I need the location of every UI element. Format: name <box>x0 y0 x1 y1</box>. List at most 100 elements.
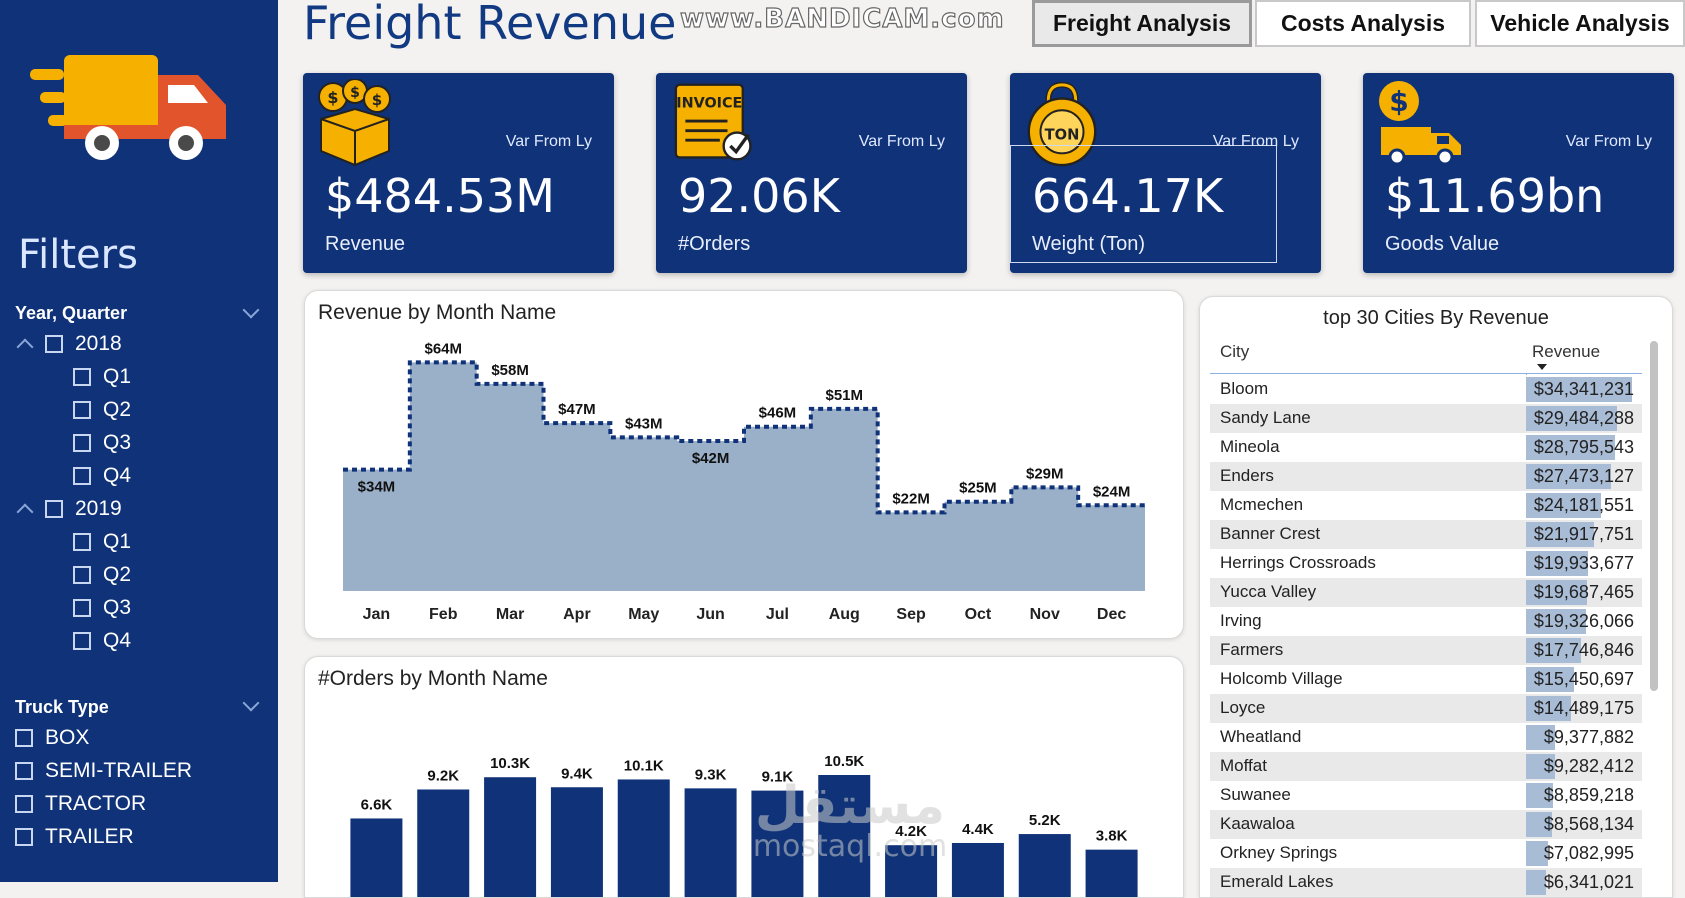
kpi-var-label: Var From Ly <box>505 133 592 150</box>
quarter-label: Q1 <box>103 530 132 553</box>
revenue-area-chart[interactable]: $34M Jan $64M Feb $58M Mar $47M Apr $43M May $42M J… <box>305 291 1183 638</box>
revenue-data-label: $47M <box>558 401 596 418</box>
revenue-by-month-card[interactable]: Revenue by Month Name $34M Jan $64M Feb $58M… <box>304 290 1184 639</box>
year-quarter-dropdown-icon[interactable] <box>242 301 260 319</box>
year-row-2019[interactable]: 2019 <box>15 497 122 521</box>
checkbox[interactable] <box>73 368 91 386</box>
table-row[interactable]: Kaawaloa $8,568,134 <box>1210 810 1642 839</box>
x-tick-label: Jul <box>766 606 789 623</box>
revenue-area <box>343 362 1145 591</box>
truck-type-option[interactable]: TRACTOR <box>15 792 146 816</box>
invoice-icon: INVOICE <box>674 83 752 161</box>
table-row[interactable]: Sandy Lane $29,484,288 <box>1210 404 1642 433</box>
truck-type-option[interactable]: BOX <box>15 726 89 750</box>
checkbox[interactable] <box>73 467 91 485</box>
tab-freight-analysis[interactable]: Freight Analysis <box>1032 0 1252 47</box>
checkbox[interactable] <box>73 566 91 584</box>
quarter-row-2019-Q4[interactable]: Q4 <box>73 629 131 653</box>
truck-type-option[interactable]: SEMI-TRAILER <box>15 759 192 783</box>
kpi-var-label: Var From Ly <box>1565 133 1652 150</box>
checkbox[interactable] <box>15 795 33 813</box>
mostaql-watermark: مستقل mostaql.com <box>740 780 960 862</box>
checkbox[interactable] <box>73 632 91 650</box>
checkbox[interactable] <box>45 335 63 353</box>
revenue-data-label: $42M <box>692 450 730 467</box>
tab-vehicle-analysis[interactable]: Vehicle Analysis <box>1475 0 1685 47</box>
column-header-city[interactable]: City <box>1220 342 1250 361</box>
table-scrollbar[interactable] <box>1650 341 1658 691</box>
truck-type-option[interactable]: TRAILER <box>15 825 134 849</box>
quarter-row-2018-Q3[interactable]: Q3 <box>73 431 131 455</box>
table-row[interactable]: Holcomb Village $15,450,697 <box>1210 665 1642 694</box>
table-row[interactable]: Mcmechen $24,181,551 <box>1210 491 1642 520</box>
table-row[interactable]: Emerald Lakes $6,341,021 <box>1210 868 1642 897</box>
checkbox[interactable] <box>15 828 33 846</box>
checkbox[interactable] <box>15 762 33 780</box>
page-title: Freight Revenue <box>303 0 677 50</box>
table-row[interactable]: Banner Crest $21,917,751 <box>1210 520 1642 549</box>
dollar-truck-icon: $ <box>1379 81 1461 166</box>
table-row[interactable]: Farmers $17,746,846 <box>1210 636 1642 665</box>
table-row[interactable]: Enders $27,473,127 <box>1210 462 1642 491</box>
table-row[interactable]: Bloom $34,341,231 <box>1210 375 1642 404</box>
quarter-row-2019-Q3[interactable]: Q3 <box>73 596 131 620</box>
orders-by-month-card[interactable]: #Orders by Month Name 6.6K 9.2K 10.3K 9.4K 1… <box>304 656 1184 898</box>
tab-costs-analysis[interactable]: Costs Analysis <box>1255 0 1471 47</box>
quarter-row-2018-Q2[interactable]: Q2 <box>73 398 131 422</box>
table-row[interactable]: Wheatland $9,377,882 <box>1210 723 1642 752</box>
orders-data-label: 3.8K <box>1096 828 1128 845</box>
kpi-card-goods-value[interactable]: $ Var From Ly $11.69bn Goods Value <box>1363 73 1674 273</box>
kpi-card-weight[interactable]: TON Var From Ly 664.17K Weight (Ton) <box>1010 73 1321 273</box>
sort-desc-icon[interactable] <box>1537 364 1547 370</box>
x-tick-label: Dec <box>1097 606 1126 623</box>
revenue-data-label: $22M <box>892 490 930 507</box>
quarter-row-2018-Q4[interactable]: Q4 <box>73 464 131 488</box>
column-header-revenue[interactable]: Revenue <box>1532 342 1601 361</box>
table-row[interactable]: Irving $19,326,066 <box>1210 607 1642 636</box>
checkbox[interactable] <box>15 729 33 747</box>
city-cell: Farmers <box>1220 640 1284 659</box>
revenue-data-bar <box>1526 406 1617 431</box>
table-row[interactable]: Yucca Valley $19,687,465 <box>1210 578 1642 607</box>
revenue-cell: $29,484,288 <box>1533 408 1634 428</box>
kpi-card-orders[interactable]: INVOICE Var From Ly 92.06K #Orders <box>656 73 967 273</box>
quarter-row-2019-Q2[interactable]: Q2 <box>73 563 131 587</box>
svg-text:$: $ <box>372 91 382 109</box>
year-label: 2018 <box>75 332 122 355</box>
collapse-icon[interactable] <box>16 503 34 521</box>
city-cell: Holcomb Village <box>1220 669 1343 688</box>
orders-bar <box>617 779 670 897</box>
x-tick-label: Apr <box>563 606 591 623</box>
revenue-cell: $28,795,543 <box>1533 437 1634 457</box>
kpi-value: 664.17K <box>1032 169 1224 223</box>
revenue-cell: $9,282,412 <box>1543 756 1634 776</box>
table-row[interactable]: Suwanee $8,859,218 <box>1210 781 1642 810</box>
table-row[interactable]: Loyce $14,489,175 <box>1210 694 1642 723</box>
checkbox[interactable] <box>73 533 91 551</box>
checkbox[interactable] <box>45 500 63 518</box>
table-row[interactable]: Moffat $9,282,412 <box>1210 752 1642 781</box>
quarter-row-2018-Q1[interactable]: Q1 <box>73 365 131 389</box>
orders-data-label: 4.2K <box>895 823 927 840</box>
checkbox[interactable] <box>73 599 91 617</box>
year-row-2018[interactable]: 2018 <box>15 332 122 356</box>
kpi-card-revenue[interactable]: $ $ $ Var From Ly $484.53M Revenue <box>303 73 614 273</box>
collapse-icon[interactable] <box>16 338 34 356</box>
quarter-row-2019-Q1[interactable]: Q1 <box>73 530 131 554</box>
revenue-cell: $24,181,551 <box>1533 495 1634 515</box>
revenue-data-bar <box>1526 841 1548 866</box>
table-row[interactable]: Mineola $28,795,543 <box>1210 433 1642 462</box>
truck-type-dropdown-icon[interactable] <box>242 694 260 712</box>
table-row[interactable]: Orkney Springs $7,082,995 <box>1210 839 1642 868</box>
top-cities-card[interactable]: top 30 Cities By Revenue City Revenue Bl… <box>1199 296 1673 898</box>
revenue-data-bar <box>1526 464 1611 489</box>
table-row[interactable]: Herrings Crossroads $19,933,677 <box>1210 549 1642 578</box>
revenue-cell: $8,568,134 <box>1543 814 1634 834</box>
checkbox[interactable] <box>73 401 91 419</box>
revenue-data-label: $43M <box>625 415 663 432</box>
checkbox[interactable] <box>73 434 91 452</box>
x-tick-label: Jan <box>363 606 391 623</box>
revenue-cell: $19,687,465 <box>1533 582 1634 602</box>
revenue-data-label: $64M <box>424 340 462 357</box>
x-tick-label: May <box>628 606 659 623</box>
